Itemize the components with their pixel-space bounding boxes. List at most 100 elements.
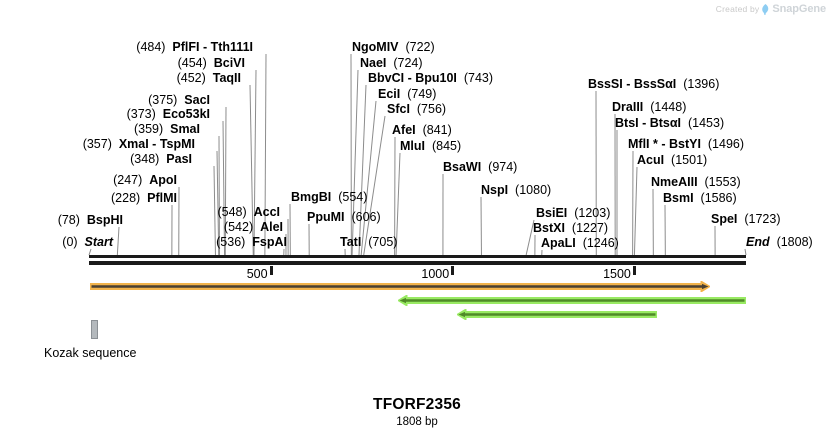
sequence-length: 1808 bp xyxy=(396,416,438,428)
restriction-site-label-pflmi[interactable]: (228) PflMI xyxy=(111,192,177,205)
restriction-site-label-ngomiv[interactable]: NgoMIV (722) xyxy=(352,41,435,54)
restriction-site-label-bmgbi[interactable]: BmgBI (554) xyxy=(291,191,367,204)
restriction-site-label-nspi[interactable]: NspI (1080) xyxy=(481,184,551,197)
restriction-site-label-apali[interactable]: ApaLI (1246) xyxy=(541,237,619,250)
site-position: (1396) xyxy=(683,77,720,91)
site-enzyme-name: TaqII xyxy=(212,71,241,85)
restriction-site-label-smai[interactable]: (359) SmaI xyxy=(134,123,200,136)
site-position: (1453) xyxy=(687,116,725,130)
site-position: (1246) xyxy=(582,236,619,250)
site-enzyme-name: MluI xyxy=(400,139,425,153)
ruler-line-top xyxy=(89,255,746,258)
site-enzyme-name: PpuMI xyxy=(307,210,345,224)
kozak-block-icon[interactable] xyxy=(91,320,98,339)
site-enzyme-name: SpeI xyxy=(711,212,738,226)
restriction-site-label-bsssi[interactable]: BssSI - BssSαI (1396) xyxy=(588,78,719,91)
leader-line-bbvci xyxy=(358,84,367,256)
ruler-tick-mark xyxy=(633,266,637,275)
restriction-site-label-apoi[interactable]: (247) ApoI xyxy=(113,174,177,187)
site-position: (247) xyxy=(113,173,143,187)
site-position: (606) xyxy=(351,210,381,224)
restriction-site-label-saci[interactable]: (375) SacI xyxy=(148,94,210,107)
site-position: (1227) xyxy=(571,221,609,235)
ruler-tick-label: 1000 xyxy=(421,267,450,281)
feature-arrow-cds-reverse-short[interactable] xyxy=(457,308,657,320)
site-enzyme-name: AfeI xyxy=(392,123,416,137)
site-position: (375) xyxy=(148,93,178,107)
site-enzyme-name: SacI xyxy=(184,93,210,107)
restriction-site-label-bcivi[interactable]: (454) BciVI xyxy=(178,57,245,70)
site-enzyme-name: BsmI xyxy=(663,191,694,205)
restriction-site-label-naei[interactable]: NaeI (724) xyxy=(360,57,423,70)
restriction-site-label-taqii[interactable]: (452) TaqII xyxy=(177,72,241,85)
site-position: (841) xyxy=(422,123,452,137)
site-position: (1808) xyxy=(776,235,813,249)
restriction-site-label-afei[interactable]: AfeI (841) xyxy=(392,124,452,137)
feature-arrow-orf-full-length[interactable] xyxy=(90,280,710,292)
site-position: (542) xyxy=(223,220,254,234)
site-position: (845) xyxy=(431,139,462,153)
restriction-site-label-eco53ki[interactable]: (373) Eco53kI xyxy=(127,108,210,121)
site-position: (554) xyxy=(338,190,368,204)
restriction-site-label-mfli[interactable]: MflI * - BstYI (1496) xyxy=(628,138,744,151)
site-enzyme-name: NspI xyxy=(481,183,509,197)
leader-line-ecii xyxy=(360,100,377,256)
site-position: (705) xyxy=(368,235,398,249)
page-title: TFORF2356 xyxy=(373,396,461,413)
site-enzyme-name: FspAI xyxy=(252,235,287,249)
restriction-site-label-mlui[interactable]: MluI (845) xyxy=(400,140,461,153)
restriction-site-label-btsi[interactable]: BtsI - BtsαI (1453) xyxy=(615,117,724,130)
site-position: (548) xyxy=(217,205,247,219)
restriction-site-label-start[interactable]: (0) Start xyxy=(62,236,113,249)
restriction-site-label-tati[interactable]: TatI (705) xyxy=(340,236,397,249)
restriction-site-label-fspai[interactable]: (536) FspAI xyxy=(216,236,287,249)
site-enzyme-name: NgoMIV xyxy=(352,40,399,54)
site-enzyme-name: BssSI - BssSαI xyxy=(588,77,677,91)
restriction-site-label-spei[interactable]: SpeI (1723) xyxy=(711,213,781,226)
site-position: (78) xyxy=(57,213,80,227)
watermark-prefix: Created by xyxy=(715,4,760,14)
site-enzyme-name: XmaI - TspMI xyxy=(118,137,195,151)
restriction-site-label-bsiei[interactable]: BsiEI (1203) xyxy=(536,207,610,220)
site-enzyme-name: BsiEI xyxy=(536,206,568,220)
site-position: (756) xyxy=(416,102,447,116)
site-position: (1723) xyxy=(744,212,781,226)
restriction-site-label-end[interactable]: End (1808) xyxy=(746,236,813,249)
site-position: (743) xyxy=(463,71,494,85)
site-position: (228) xyxy=(111,191,141,205)
restriction-site-label-bsphi[interactable]: (78) BspHI xyxy=(58,214,123,227)
restriction-site-label-pasi[interactable]: (348) PasI xyxy=(130,153,192,166)
restriction-site-label-alei[interactable]: (542) AleI xyxy=(224,221,283,234)
restriction-site-label-bbvci[interactable]: BbvCI - Bpu10I (743) xyxy=(368,72,493,85)
restriction-site-label-nmeaiii[interactable]: NmeAIII (1553) xyxy=(651,176,741,189)
site-position: (536) xyxy=(216,235,246,249)
site-enzyme-name: BbvCI - Bpu10I xyxy=(368,71,457,85)
leader-line-bsphi xyxy=(116,226,120,256)
ruler-line-bottom xyxy=(89,261,746,265)
site-enzyme-name: AcuI xyxy=(637,153,665,167)
site-position: (1080) xyxy=(515,183,552,197)
site-enzyme-name: BspHI xyxy=(86,213,123,227)
site-position: (357) xyxy=(82,137,112,151)
restriction-site-label-pflfi[interactable]: (484) PflFI - Tth111I xyxy=(136,41,253,54)
restriction-site-label-ppumi[interactable]: PpuMI (606) xyxy=(307,211,381,224)
site-enzyme-name: TatI xyxy=(340,235,362,249)
restriction-site-label-acci[interactable]: (548) AccI xyxy=(217,206,280,219)
site-position: (1553) xyxy=(704,175,741,189)
feature-arrow-cds-reverse-long[interactable] xyxy=(398,294,746,306)
site-enzyme-name: End xyxy=(746,235,770,249)
restriction-site-label-bstxi[interactable]: BstXI (1227) xyxy=(533,222,608,235)
site-position: (0) xyxy=(62,235,78,249)
site-enzyme-name: PasI xyxy=(166,152,192,166)
restriction-site-label-bsawi[interactable]: BsaWI (974) xyxy=(443,161,517,174)
restriction-site-label-ecii[interactable]: EciI (749) xyxy=(378,88,436,101)
restriction-site-label-sfci[interactable]: SfcI (756) xyxy=(387,103,446,116)
leader-line-naei xyxy=(351,69,359,256)
restriction-site-label-bsmi[interactable]: BsmI (1586) xyxy=(663,192,737,205)
restriction-site-label-xmai[interactable]: (357) XmaI - TspMI xyxy=(83,138,195,151)
restriction-site-label-acui[interactable]: AcuI (1501) xyxy=(637,154,707,167)
site-position: (974) xyxy=(488,160,518,174)
restriction-site-label-draiii[interactable]: DraIII (1448) xyxy=(612,101,686,114)
site-enzyme-name: BciVI xyxy=(213,56,245,70)
